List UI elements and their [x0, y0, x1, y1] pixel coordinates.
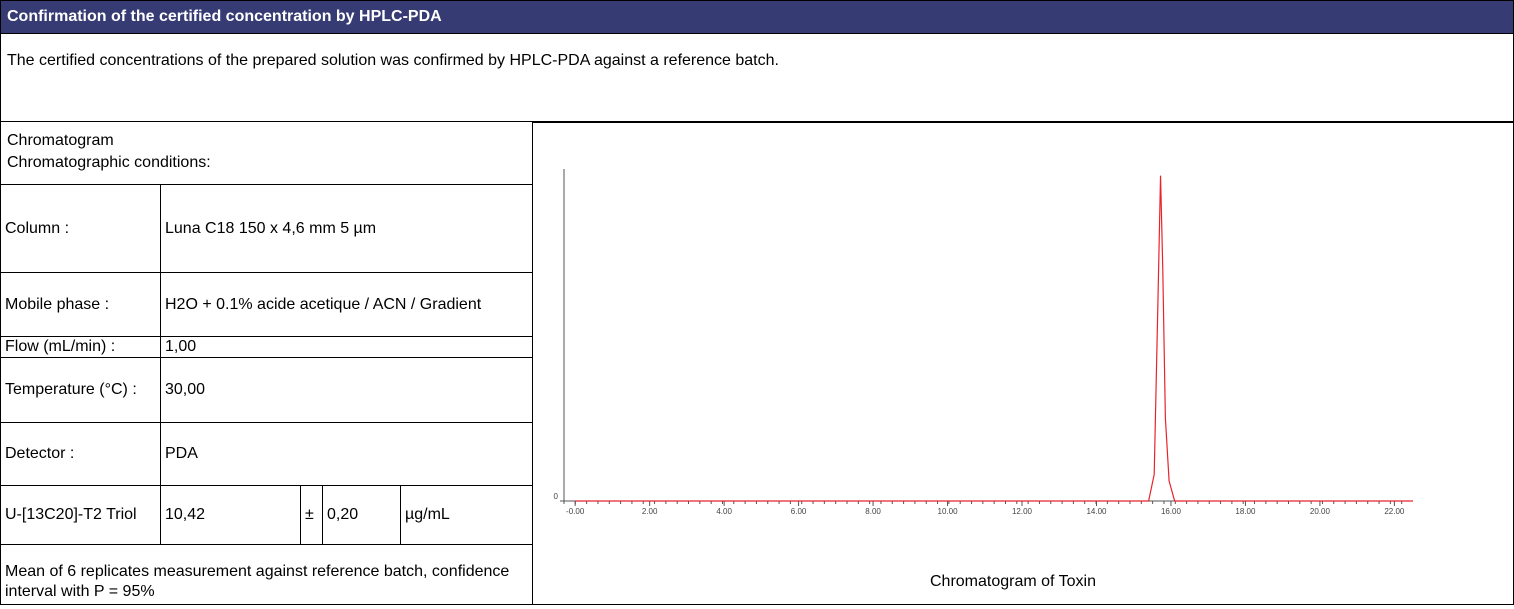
x-tick-label: 20.00 — [1310, 507, 1331, 516]
row-label: Detector : — [0, 422, 161, 486]
row-value: H2O + 0.1% acide acetique / ACN / Gradie… — [160, 272, 533, 337]
x-tick-label: 16.00 — [1161, 507, 1182, 516]
x-tick-label: 14.00 — [1086, 507, 1107, 516]
conditions: Chromatogram Chromatographic conditions: — [0, 122, 532, 184]
x-tick-label: 12.00 — [1012, 507, 1033, 516]
row-label: Mobile phase : — [0, 272, 161, 337]
result-unit: µg/mL — [400, 485, 533, 545]
result-pm: ± — [300, 485, 323, 545]
chromatogram: -0.00 2.00 4.00 6.00 8.00 10.00 12.00 14.00 16.0… — [554, 169, 1413, 590]
x-tick-label: -0.00 — [566, 507, 585, 516]
x-tick-label: 8.00 — [865, 507, 881, 516]
row-value: 1,00 — [160, 336, 533, 358]
x-tick-label: 22.00 — [1384, 507, 1405, 516]
x-tick-label: 18.00 — [1235, 507, 1256, 516]
x-tick-label: 10.00 — [938, 507, 959, 516]
result-value: 10,42 — [160, 485, 301, 545]
x-tick-label: 6.00 — [791, 507, 807, 516]
row-label: Flow (mL/min) : — [0, 336, 161, 358]
table-note: Mean of 6 replicates measurement against… — [0, 544, 533, 605]
chart-caption: Chromatogram of Toxin — [930, 573, 1096, 590]
intro-text: The certified concentrations of the prep… — [0, 34, 1514, 122]
conditions-title: Chromatogram — [7, 132, 114, 149]
x-tick-label: 2.00 — [642, 507, 658, 516]
chromatogram-trace — [575, 175, 1413, 502]
x-tick-label: 4.00 — [716, 507, 732, 516]
row-label: Column : — [0, 184, 161, 273]
result-uncertainty: 0,20 — [322, 485, 401, 545]
chromatogram-box: -0.00 2.00 4.00 6.00 8.00 10.00 12.00 14.00 16.0… — [532, 122, 1514, 605]
row-value: Luna C18 150 x 4,6 mm 5 µm — [160, 184, 533, 273]
result-label: U-[13C20]-T2 Triol — [0, 485, 161, 545]
row-label: Temperature (°C) : — [0, 357, 161, 423]
conditions-subtitle: Chromatographic conditions: — [7, 154, 211, 171]
header-title: Confirmation of the certified concentrat… — [0, 0, 1514, 34]
row-value: PDA — [160, 422, 533, 486]
y-tick-label: 0 — [554, 492, 559, 501]
row-value: 30,00 — [160, 357, 533, 423]
